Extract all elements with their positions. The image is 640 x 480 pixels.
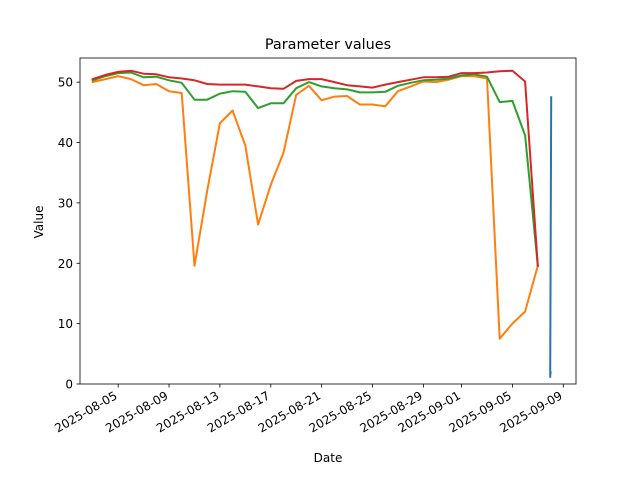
y-tick-label: 30 [58,196,73,210]
chart-title: Parameter values [265,37,391,53]
series-3 [91,71,539,267]
y-tick-label: 20 [58,257,73,271]
y-axis-label: Value [32,206,46,239]
y-tick-label: 10 [58,317,73,331]
series-4-line [91,69,539,267]
y-tick-label: 0 [65,378,73,392]
series-3-line [91,71,539,267]
series-1 [549,96,553,378]
y-tick-label: 50 [58,76,73,90]
x-axis-label: Date [314,451,343,465]
y-tick-label: 40 [58,136,73,150]
plot-frame [79,57,577,385]
series-1-line [549,96,553,378]
series-4 [91,69,539,267]
series-layer [91,69,553,378]
